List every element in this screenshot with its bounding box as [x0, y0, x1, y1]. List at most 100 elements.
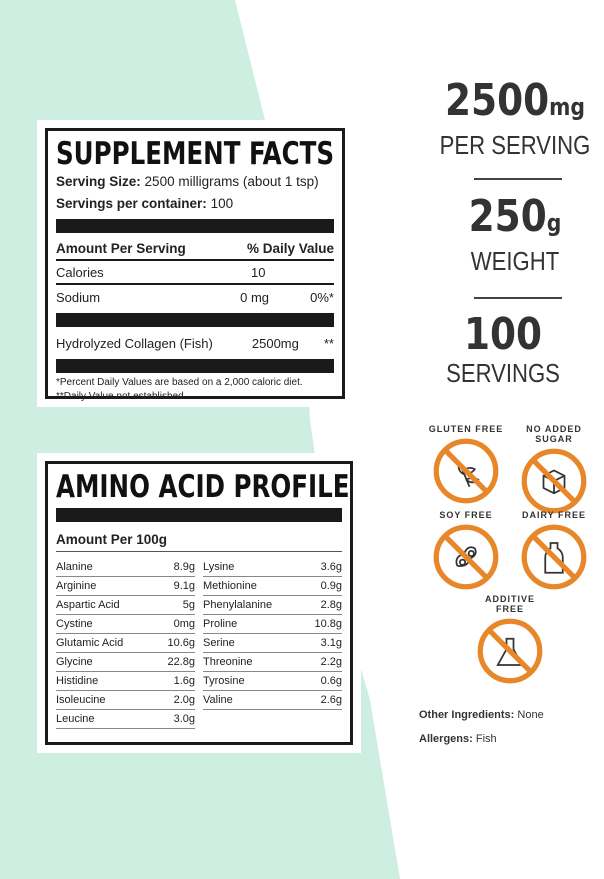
badge-no-added-sugar: NO ADDED SUGAR	[514, 424, 594, 514]
stat-label: SERVINGS	[446, 358, 560, 388]
amino-value: 10.8g	[314, 618, 342, 630]
amino-name: Glutamic Acid	[56, 637, 124, 649]
amino-column-left: Alanine 8.9g Arginine 9.1g Aspartic Acid 5g Cy…	[56, 558, 195, 729]
amino-name: Valine	[203, 694, 233, 706]
stat-value: 250	[468, 191, 547, 242]
stat-value: 100	[463, 309, 543, 360]
supplement-facts-title: SUPPLEMENT FACTS	[56, 136, 335, 172]
servings-value: 100	[210, 196, 234, 211]
divider-bar	[56, 313, 334, 327]
amino-column-right: Lysine 3.6g Methionine 0.9g Phenylalanine 2.8…	[203, 558, 342, 729]
amino-name: Histidine	[56, 675, 99, 687]
amino-row: Arginine 9.1g	[56, 577, 195, 596]
amino-name: Phenylalanine	[203, 599, 273, 611]
divider	[474, 178, 562, 180]
amino-name: Glycine	[56, 656, 93, 668]
badge-label: SOY FREE	[439, 510, 493, 520]
amino-value: 0mg	[173, 618, 195, 630]
amino-row: Cystine 0mg	[56, 615, 195, 634]
stat-weight: 250g WEIGHT	[420, 191, 604, 277]
amino-name: Aspartic Acid	[56, 599, 120, 611]
stat-unit: mg	[549, 93, 585, 121]
amino-name: Methionine	[203, 580, 257, 592]
amino-value: 1.6g	[173, 675, 195, 687]
amino-row: Glycine 22.8g	[56, 653, 195, 672]
nutrient-amount: 10	[251, 264, 266, 280]
amino-value: 2.2g	[320, 656, 342, 668]
serving-size: 2500 milligrams (about 1 tsp)	[144, 174, 319, 189]
wheat-icon	[433, 438, 499, 504]
badge-label: GLUTEN FREE	[428, 424, 504, 434]
amino-name: Cystine	[56, 618, 93, 630]
supplement-facts-panel: SUPPLEMENT FACTS Serving Size: 2500 mill…	[37, 120, 353, 407]
stat-value: 2500	[445, 75, 550, 126]
amino-name: Isoleucine	[56, 694, 106, 706]
amino-row: Aspartic Acid 5g	[56, 596, 195, 615]
amino-row: Lysine 3.6g	[203, 558, 342, 577]
nutrient-amount: 0 mg	[240, 289, 270, 305]
amino-name: Lysine	[203, 561, 235, 573]
amino-row: Histidine 1.6g	[56, 672, 195, 691]
amino-value: 3.1g	[320, 637, 342, 649]
amino-value: 3.6g	[320, 561, 342, 573]
facts-row: Sodium 0 mg 0%*	[56, 285, 334, 309]
footnote: *Percent Daily Values are based on a 2,0…	[56, 377, 303, 388]
amino-value: 0.9g	[320, 580, 342, 592]
amino-name: Arginine	[56, 580, 97, 592]
stat-label: PER SERVING	[439, 130, 591, 160]
amino-row: Leucine 3.0g	[56, 710, 195, 729]
amino-name: Threonine	[203, 656, 253, 668]
stat-servings: 100 SERVINGS	[408, 309, 598, 389]
amino-name: Alanine	[56, 561, 93, 573]
amino-name: Serine	[203, 637, 235, 649]
divider	[474, 297, 562, 299]
amino-value: 2.6g	[320, 694, 342, 706]
badge-label: NO ADDED SUGAR	[526, 424, 582, 444]
amino-row: Valine 2.6g	[203, 691, 342, 710]
amino-name: Tyrosine	[203, 675, 245, 687]
amino-title: AMINO ACID PROFILE	[56, 469, 350, 505]
amino-value: 2.0g	[173, 694, 195, 706]
amino-row: Threonine 2.2g	[203, 653, 342, 672]
milk-bottle-icon	[521, 524, 587, 590]
amino-name: Leucine	[56, 713, 95, 725]
amino-value: 22.8g	[167, 656, 195, 668]
amino-acid-panel: AMINO ACID PROFILE Amount Per 100g Alani…	[37, 453, 361, 753]
amino-value: 3.0g	[173, 713, 195, 725]
badge-dairy-free: DAIRY FREE	[514, 510, 594, 590]
stat-serving: 2500mg PER SERVING	[420, 75, 604, 161]
dv-header: % Daily Value	[246, 240, 334, 256]
amino-value: 10.6g	[167, 637, 195, 649]
amino-value: 0.6g	[320, 675, 342, 687]
amino-row: Phenylalanine 2.8g	[203, 596, 342, 615]
divider-bar	[56, 508, 342, 522]
badge-label: ADDITIVE FREE	[484, 594, 535, 614]
allergens-label: Allergens:	[419, 733, 473, 745]
badge-soy-free: SOY FREE	[426, 510, 506, 590]
facts-row: Calories 10	[56, 261, 334, 285]
amino-subtitle: Amount Per 100g	[56, 532, 342, 552]
amino-row: Serine 3.1g	[203, 634, 342, 653]
stat-unit: g	[546, 209, 562, 237]
footnote: **Daily Value not established.	[56, 391, 187, 402]
nutrient-dv: **	[323, 335, 334, 351]
amino-row: Alanine 8.9g	[56, 558, 195, 577]
badge-additive-free: ADDITIVE FREE	[470, 594, 550, 684]
amino-row: Glutamic Acid 10.6g	[56, 634, 195, 653]
facts-row: Hydrolyzed Collagen (Fish) 2500mg **	[56, 331, 334, 355]
serving-size-label: Serving Size:	[56, 174, 141, 189]
amino-row: Tyrosine 0.6g	[203, 672, 342, 691]
amino-row: Methionine 0.9g	[203, 577, 342, 596]
allergens: Fish	[475, 733, 497, 745]
nutrient-dv: 0%*	[310, 289, 334, 305]
stat-label: WEIGHT	[470, 246, 560, 276]
badge-gluten-free: GLUTEN FREE	[426, 424, 506, 504]
divider-bar	[56, 219, 334, 233]
sugar-cube-icon	[521, 448, 587, 514]
amino-value: 5g	[182, 599, 195, 611]
nutrient-name: Hydrolyzed Collagen (Fish)	[56, 335, 213, 351]
amino-row: Proline 10.8g	[203, 615, 342, 634]
badge-label: DAIRY FREE	[521, 510, 586, 520]
amino-value: 9.1g	[173, 580, 195, 592]
amino-row: Isoleucine 2.0g	[56, 691, 195, 710]
